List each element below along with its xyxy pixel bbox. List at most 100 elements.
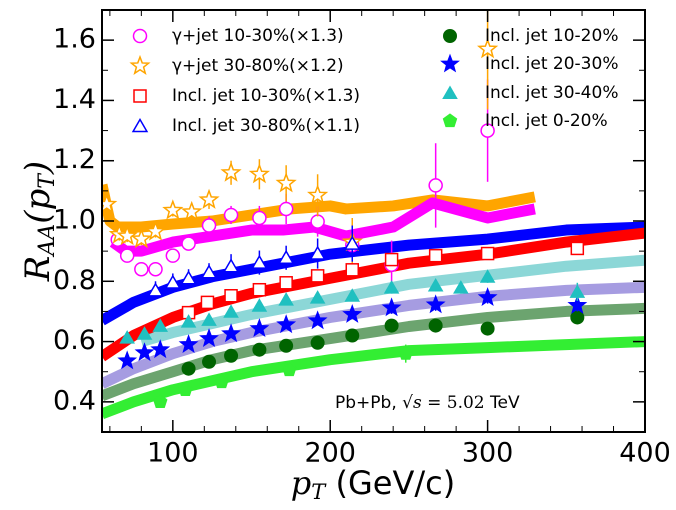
y-label-part: AA: [35, 224, 60, 258]
data-point: [251, 298, 268, 312]
data-point: [279, 338, 294, 353]
legend-label: Incl. jet 10-20%: [485, 26, 618, 46]
data-point: [569, 284, 586, 298]
data-point: [278, 201, 294, 217]
legend-marker: [443, 29, 457, 43]
data-point: [428, 318, 443, 333]
legend-marker: [440, 53, 460, 73]
legend-marker: [132, 28, 148, 44]
data-point: [251, 254, 268, 269]
data-point: [477, 38, 499, 59]
data-point: [180, 314, 197, 328]
data-point: [102, 193, 118, 214]
y-tick-label: 1.6: [53, 24, 96, 55]
x-label-part: p: [291, 464, 311, 502]
data-point: [178, 382, 193, 396]
y-tick-label: 1.2: [53, 144, 96, 175]
data-point: [224, 348, 239, 363]
data-point: [134, 261, 149, 277]
data-point: [427, 278, 444, 292]
legend-marker: [131, 117, 149, 133]
data-point: [221, 323, 241, 343]
data-point: [165, 248, 181, 263]
data-point: [307, 184, 329, 205]
data-point: [567, 294, 588, 314]
data-point: [477, 287, 498, 306]
data-point: [342, 304, 363, 323]
data-point: [162, 199, 184, 220]
data-point: [214, 374, 229, 389]
legend-marker: [442, 113, 458, 128]
data-point: [453, 280, 469, 294]
data-point: [181, 236, 196, 251]
legend-label: Incl. jet 30-80%(×1.1): [172, 116, 360, 136]
data-point: [201, 218, 217, 233]
data-point: [252, 210, 267, 226]
x-tick-label: 200: [304, 438, 356, 469]
data-point: [136, 326, 153, 340]
data-point: [310, 335, 325, 350]
data-point: [152, 394, 168, 409]
legend-label: Incl. jet 0-20%: [485, 111, 608, 131]
data-point: [310, 269, 325, 283]
x-tick-label: 100: [147, 438, 199, 469]
theory-band: [109, 197, 536, 257]
legend-label: γ+jet 30-80%(×1.2): [172, 56, 344, 76]
data-point: [248, 163, 270, 184]
data-point: [275, 172, 297, 193]
data-point: [180, 270, 197, 285]
plot-area: [102, 10, 645, 420]
y-tick-label: 1.0: [53, 205, 96, 236]
data-point: [150, 339, 171, 359]
legend-label: Incl. jet 30-40%: [485, 83, 618, 103]
data-point: [223, 304, 239, 318]
legend-label: Incl. jet 20-30%: [485, 54, 618, 74]
data-point: [147, 282, 164, 297]
annotation-part: √s: [402, 393, 422, 413]
y-label-part: (p: [18, 189, 58, 224]
data-point: [570, 241, 585, 256]
data-point: [344, 235, 361, 250]
x-tick-label: 400: [619, 438, 671, 469]
data-point: [398, 346, 414, 360]
x-axis-label: pT (GeV/c): [291, 464, 455, 504]
data-point: [384, 252, 399, 267]
data-point: [480, 321, 495, 336]
data-point: [252, 342, 267, 357]
data-point: [428, 178, 443, 193]
y-tick-label: 1.4: [53, 84, 96, 115]
data-point: [119, 330, 135, 344]
data-point: [480, 123, 495, 138]
annotation-part: TeV: [485, 393, 520, 413]
theory-band: [139, 254, 645, 347]
legend-marker: [133, 89, 147, 103]
data-point: [224, 289, 238, 303]
data-point: [119, 248, 135, 263]
x-tick-label: 300: [462, 438, 514, 469]
data-point: [384, 318, 399, 333]
data-point: [277, 249, 295, 265]
legend-marker: [129, 54, 151, 76]
legend-marker: [442, 85, 458, 99]
data-point: [200, 295, 215, 310]
annotation: Pb+Pb, √s = 5.02 TeV: [335, 393, 520, 414]
data-point: [116, 224, 138, 246]
y-tick-label: 0.6: [53, 325, 96, 356]
y-label-part: ): [18, 161, 58, 175]
data-point: [310, 214, 325, 229]
y-label-part: R: [18, 256, 58, 283]
data-point: [220, 161, 242, 182]
data-point: [178, 334, 199, 354]
data-point: [309, 245, 326, 260]
data-point: [181, 361, 196, 376]
data-point: [276, 314, 297, 334]
y-label-part: T: [35, 172, 60, 189]
data-point: [200, 264, 218, 279]
data-point: [202, 354, 217, 369]
data-point: [199, 328, 219, 347]
data-point: [223, 207, 239, 223]
data-point: [144, 220, 167, 241]
data-point: [181, 200, 203, 221]
annotation-part: = 5.02: [422, 393, 485, 413]
